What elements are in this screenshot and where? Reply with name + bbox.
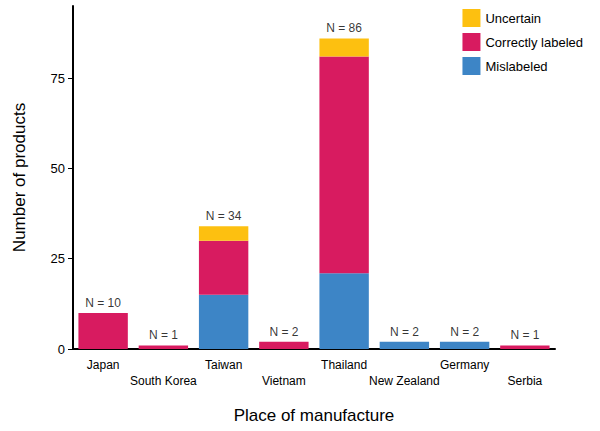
svg-text:Vietnam: Vietnam xyxy=(262,374,306,388)
svg-text:New Zealand: New Zealand xyxy=(369,374,440,388)
svg-text:N = 2: N = 2 xyxy=(450,325,479,339)
svg-text:Uncertain: Uncertain xyxy=(485,11,541,26)
svg-text:N = 86: N = 86 xyxy=(326,21,362,35)
svg-text:Mislabeled: Mislabeled xyxy=(485,59,547,74)
svg-text:25: 25 xyxy=(51,251,65,266)
svg-text:Serbia: Serbia xyxy=(508,374,543,388)
svg-text:N = 10: N = 10 xyxy=(85,296,121,310)
svg-text:Number of products: Number of products xyxy=(10,103,29,252)
svg-text:Correctly labeled: Correctly labeled xyxy=(485,35,583,50)
svg-text:N = 1: N = 1 xyxy=(149,328,178,342)
svg-text:Place of manufacture: Place of manufacture xyxy=(234,406,395,425)
svg-text:Taiwan: Taiwan xyxy=(205,358,242,372)
svg-text:N = 2: N = 2 xyxy=(390,325,419,339)
svg-text:Japan: Japan xyxy=(87,358,120,372)
svg-text:N = 34: N = 34 xyxy=(206,209,242,223)
svg-text:50: 50 xyxy=(51,161,65,176)
svg-text:N = 1: N = 1 xyxy=(510,328,539,342)
svg-text:0: 0 xyxy=(58,342,65,357)
svg-text:South Korea: South Korea xyxy=(130,374,197,388)
svg-text:Germany: Germany xyxy=(440,358,489,372)
svg-text:N = 2: N = 2 xyxy=(269,325,298,339)
svg-text:Thailand: Thailand xyxy=(321,358,367,372)
svg-text:75: 75 xyxy=(51,71,65,86)
